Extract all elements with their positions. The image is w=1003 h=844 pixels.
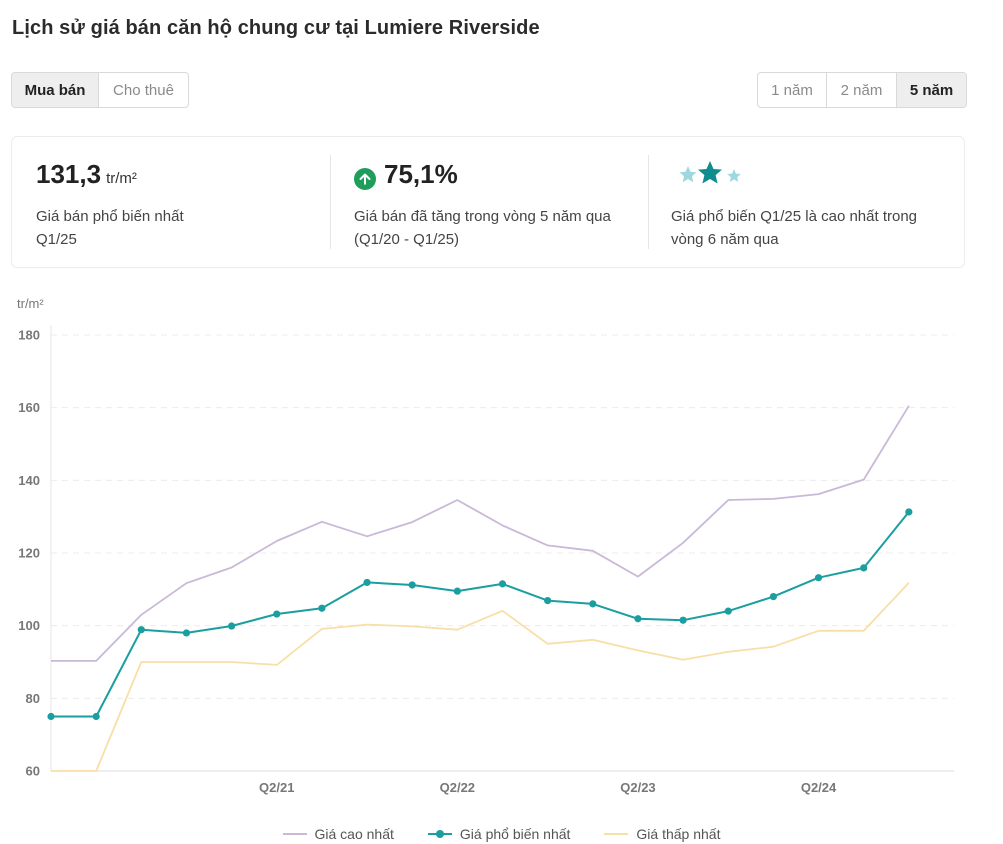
y-tick-label: 80: [26, 691, 40, 706]
stat-growth: 75,1% Giá bán đã tăng trong vòng 5 năm q…: [354, 137, 644, 267]
legend-swatch: [282, 833, 307, 835]
range-tab-group: 1 năm 2 năm 5 năm: [757, 72, 967, 108]
data-point: [318, 604, 326, 612]
y-tick-label: 60: [26, 764, 40, 779]
common-price-unit: tr/m²: [106, 170, 137, 187]
legend-item-3[interactable]: Giá thấp nhất: [604, 826, 720, 842]
legend-label: Giá cao nhất: [314, 826, 394, 842]
data-point: [228, 622, 236, 630]
data-point: [814, 574, 823, 582]
tab-mua-ban[interactable]: Mua bán: [12, 73, 99, 107]
data-point: [860, 564, 868, 572]
stat-divider: [648, 155, 649, 249]
growth-desc-line2: (Q1/20 - Q1/25): [354, 231, 460, 248]
stat-divider: [330, 155, 331, 249]
y-tick-label: 140: [18, 473, 40, 488]
common-price-desc-line2: Q1/25: [36, 231, 77, 248]
common-price-desc: Giá bán phổ biến nhất Q1/25: [36, 205, 184, 251]
arrow-up-icon: [354, 168, 376, 190]
rank-desc-line1: Giá phổ biến Q1/25 là cao nhất trong: [671, 208, 918, 225]
y-axis-unit: tr/m²: [17, 296, 44, 311]
y-tick-label: 160: [18, 400, 40, 415]
y-tick-label: 180: [18, 328, 40, 343]
data-point: [544, 596, 552, 605]
legend-swatch: [604, 833, 629, 835]
common-price-desc-line1: Giá bán phổ biến nhất: [36, 208, 184, 225]
data-point: [634, 615, 642, 623]
price-history-chart: tr/m² 60 80 100 120 140 160 180 Q2/21 Q2/22 Q2/23 Q…: [0, 290, 1003, 800]
growth-number: 75,1%: [384, 159, 458, 189]
data-point: [182, 629, 191, 637]
growth-desc: Giá bán đã tăng trong vòng 5 năm qua (Q1…: [354, 205, 611, 251]
x-tick-label: Q2/24: [801, 780, 837, 795]
y-tick-label: 120: [18, 546, 40, 561]
stat-common-price: 131,3 tr/m² Giá bán phổ biến nhất Q1/25: [36, 137, 326, 267]
tab-cho-thue[interactable]: Cho thuê: [113, 81, 174, 99]
mode-tab-group: Mua bán Cho thuê: [11, 72, 189, 108]
legend-label: Giá thấp nhất: [636, 826, 721, 842]
summary-card: 131,3 tr/m² Giá bán phổ biến nhất Q1/25 …: [11, 136, 965, 268]
data-point: [905, 508, 913, 516]
x-tick-label: Q2/22: [440, 780, 475, 795]
data-point: [92, 712, 100, 721]
x-tick-label: Q2/21: [259, 780, 294, 795]
data-point: [679, 616, 687, 624]
data-point: [273, 610, 281, 618]
series-line-2: [51, 511, 910, 718]
data-point: [724, 607, 732, 615]
tab-1-nam[interactable]: 1 năm: [758, 73, 827, 107]
data-point: [589, 600, 597, 608]
page-title: Lịch sử giá bán căn hộ chung cư tại Lumi…: [12, 17, 540, 39]
chart-legend: Giá cao nhất Giá phổ biến nhất Giá thấp nh…: [0, 826, 1003, 842]
rank-desc: Giá phổ biến Q1/25 là cao nhất trong vòn…: [671, 205, 917, 251]
growth-desc-line1: Giá bán đã tăng trong vòng 5 năm qua: [354, 208, 611, 225]
series-line-3: [51, 582, 910, 772]
legend-item-1[interactable]: Giá cao nhất: [282, 826, 394, 842]
x-tick-label: Q2/23: [620, 780, 655, 795]
chart-canvas: tr/m² 60 80 100 120 140 160 180 Q2/21 Q2/22 Q2/23 Q…: [17, 296, 954, 795]
rank-desc-line2: vòng 6 năm qua: [671, 231, 779, 248]
tab-5-nam[interactable]: 5 năm: [897, 73, 966, 107]
stat-rank: Giá phổ biến Q1/25 là cao nhất trong vòn…: [671, 137, 961, 267]
data-point: [498, 580, 507, 588]
data-point: [137, 626, 145, 634]
legend-marker: [435, 830, 444, 838]
legend-label: Giá phổ biến nhất: [459, 826, 571, 842]
three-stars-icon: [671, 159, 743, 189]
series-line-1: [51, 405, 910, 662]
y-tick-label: 100: [18, 618, 40, 633]
data-point: [363, 578, 371, 587]
data-point: [47, 712, 55, 721]
data-point: [769, 593, 778, 601]
growth-value: 75,1%: [354, 159, 458, 190]
common-price-number: 131,3: [36, 159, 102, 189]
legend-swatch: [427, 830, 452, 838]
common-price-value: 131,3 tr/m²: [36, 159, 137, 190]
legend-item-2[interactable]: Giá phổ biến nhất: [427, 826, 571, 842]
data-point: [453, 587, 461, 595]
tab-2-nam[interactable]: 2 năm: [827, 73, 897, 107]
data-point: [408, 581, 416, 589]
